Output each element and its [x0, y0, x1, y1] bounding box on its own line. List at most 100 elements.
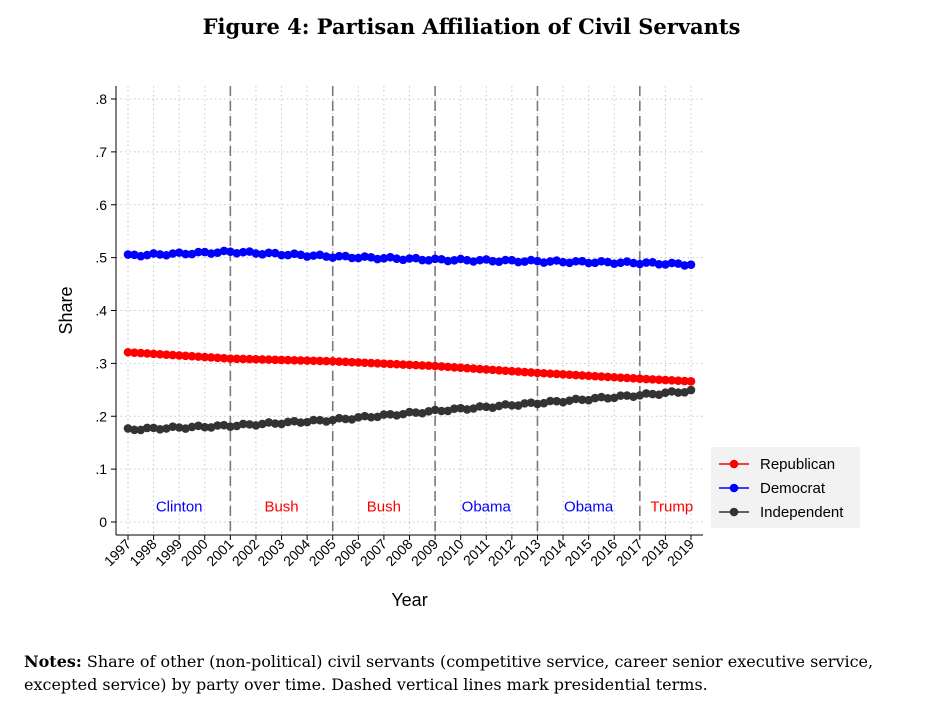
data-point: [200, 422, 210, 432]
y-axis-title: Share: [56, 286, 76, 334]
x-tick-label: 2019: [664, 536, 697, 569]
data-point: [475, 402, 485, 411]
data-point: [488, 256, 497, 266]
data-point: [405, 360, 414, 370]
data-point: [315, 356, 325, 366]
x-tick-label: 2001: [203, 536, 236, 569]
data-point: [315, 415, 325, 425]
data-point: [392, 359, 402, 369]
data-point: [411, 360, 421, 370]
data-point: [379, 359, 389, 368]
x-tick-label: 2010: [433, 536, 466, 569]
data-point: [123, 250, 133, 259]
legend-marker: [729, 483, 739, 493]
data-point: [187, 422, 197, 432]
x-tick-label: 2005: [306, 536, 339, 569]
data-point: [232, 354, 242, 364]
data-point: [283, 417, 293, 427]
y-tick-label: .8: [95, 91, 107, 107]
data-point: [424, 406, 433, 416]
data-point: [181, 351, 190, 361]
data-point: [577, 371, 587, 380]
data-point: [667, 258, 677, 268]
term-labels: Clinton Bush Bush Obama Obama Trump: [156, 498, 693, 515]
data-point: [526, 398, 536, 407]
data-point: [347, 357, 357, 367]
x-tick-label: 2017: [613, 536, 646, 569]
data-point: [392, 411, 402, 420]
data-point: [462, 405, 472, 414]
chart-svg: 0.1.2.3.4.5.6.7.819971998199920002001200…: [56, 86, 860, 610]
data-point: [354, 412, 363, 422]
data-point: [475, 364, 485, 374]
y-tick-label: .4: [95, 303, 107, 319]
figure-title: Figure 4: Partisan Affiliation of Civil …: [202, 14, 741, 39]
legend-label: Independent: [760, 504, 844, 521]
data-point: [552, 369, 561, 379]
data-point: [264, 248, 274, 258]
data-point: [174, 248, 184, 257]
data-point: [341, 357, 350, 367]
data-point: [686, 385, 696, 395]
data-point: [392, 254, 402, 264]
data-point: [194, 421, 203, 431]
data-point: [590, 393, 600, 403]
data-point: [513, 367, 523, 376]
data-point: [270, 355, 280, 365]
data-point: [430, 405, 440, 415]
figure-notes: Notes: Share of other (non-political) ci…: [24, 650, 929, 696]
data-point: [501, 255, 510, 265]
term-label: Bush: [367, 498, 401, 515]
data-point: [328, 356, 338, 366]
data-point: [290, 355, 299, 365]
data-point: [155, 349, 165, 359]
data-point: [539, 368, 549, 378]
data-point: [635, 374, 645, 384]
data-point: [616, 373, 625, 382]
data-point: [609, 259, 619, 268]
data-point: [123, 424, 133, 433]
data-point: [571, 370, 581, 380]
series-group: [123, 246, 696, 435]
data-point: [379, 253, 389, 263]
data-point: [245, 354, 254, 364]
data-point: [545, 369, 555, 378]
data-point: [296, 356, 306, 365]
data-point: [558, 257, 568, 267]
data-point: [341, 414, 350, 424]
data-point: [309, 251, 318, 260]
data-point: [174, 351, 184, 360]
x-tick-label: 1999: [152, 536, 185, 569]
data-point: [226, 422, 235, 431]
data-point: [686, 377, 696, 386]
data-point: [507, 401, 517, 410]
data-point: [533, 399, 542, 409]
x-tick-label: 2014: [536, 536, 569, 569]
data-point: [462, 363, 472, 373]
data-point: [142, 349, 152, 358]
term-label: Obama: [564, 498, 614, 515]
notes-text: Share of other (non-political) civil ser…: [24, 652, 874, 694]
data-point: [347, 253, 357, 263]
data-point: [226, 354, 235, 363]
x-tick-label: 2003: [254, 536, 287, 569]
data-point: [667, 387, 677, 396]
data-point: [424, 361, 433, 371]
data-point: [475, 255, 485, 265]
data-point: [270, 419, 280, 428]
y-tick-label: 0: [99, 514, 107, 530]
data-point: [577, 395, 587, 405]
data-point: [366, 412, 376, 422]
data-point: [571, 256, 581, 266]
data-point: [245, 420, 254, 429]
x-tick-label: 2009: [408, 536, 441, 569]
data-point: [334, 357, 344, 366]
x-tick-label: 2016: [587, 536, 620, 569]
data-point: [277, 355, 286, 365]
data-point: [405, 407, 414, 417]
data-point: [168, 249, 178, 258]
data-point: [590, 371, 600, 381]
data-point: [552, 396, 561, 406]
notes-label: Notes:: [24, 652, 82, 671]
data-point: [302, 356, 312, 365]
